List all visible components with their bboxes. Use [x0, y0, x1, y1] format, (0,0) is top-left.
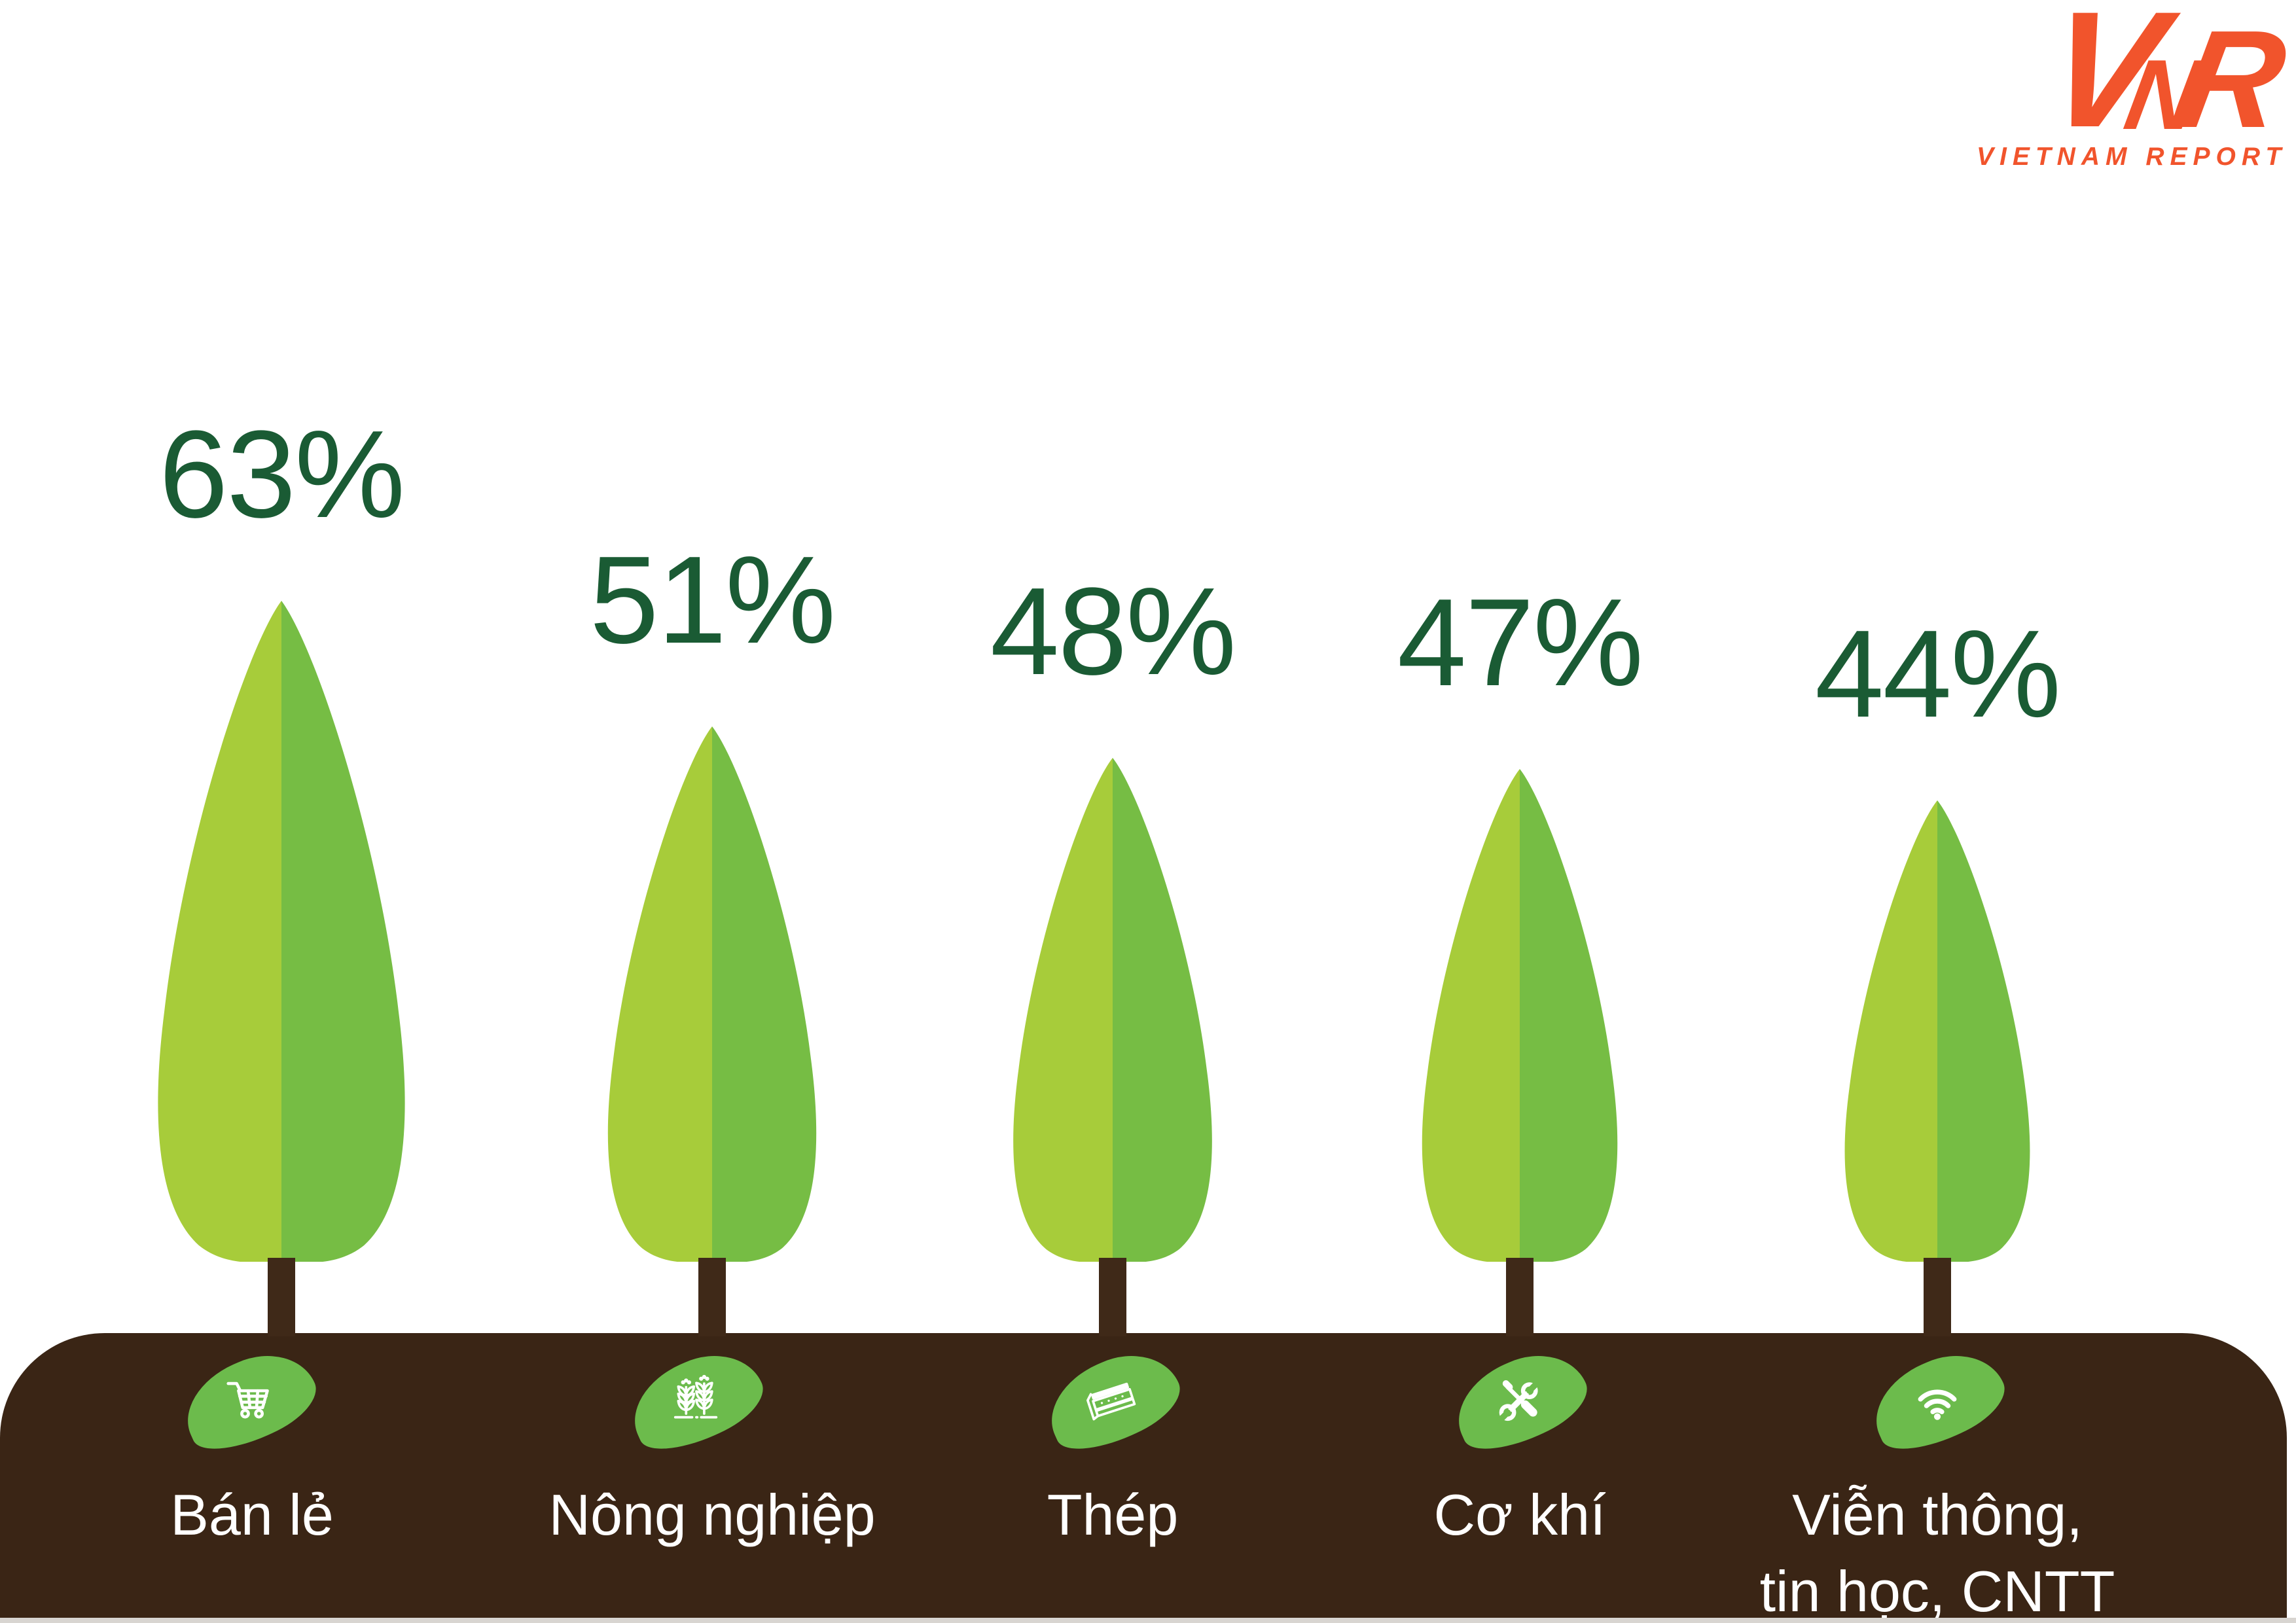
- sector-column-ban-le: 63% Bán lẻ: [52, 0, 511, 1623]
- tree-bar: [158, 601, 405, 1262]
- sector-label: Nông nghiệp: [483, 1476, 941, 1553]
- logo-letter-r: R: [2168, 1, 2296, 156]
- shopping-cart-icon: [226, 1382, 269, 1419]
- tree-trunk: [268, 1258, 295, 1336]
- sector-label: Cơ khí: [1291, 1476, 1749, 1553]
- percent-label: 63%: [158, 405, 405, 544]
- wheat-icon: [673, 1374, 718, 1419]
- tree-bar: [1844, 800, 2030, 1262]
- sector-label-line1: Viễn thông,: [1792, 1482, 2083, 1547]
- sector-label-line2: tin học, CNTT: [1759, 1559, 2115, 1623]
- bottom-edge-line: [0, 1618, 2296, 1623]
- sector-column-thep: 48% Thép: [884, 0, 1342, 1623]
- tree-trunk: [1506, 1258, 1534, 1336]
- sector-label-line1: Nông nghiệp: [548, 1482, 876, 1547]
- sector-column-nong-nghiep: 51% Nông nghiệp: [483, 0, 941, 1623]
- tree-trunk: [1099, 1258, 1126, 1336]
- vietnam-report-logo: V N R VIETNAM REPORT: [1977, 0, 2296, 171]
- sector-label: Viễn thông, tin học, CNTT: [1708, 1476, 2166, 1623]
- tree-bar: [1013, 758, 1212, 1262]
- tree-bar: [607, 726, 817, 1262]
- percent-label: 44%: [1814, 605, 2061, 743]
- tree-trunk: [698, 1258, 726, 1336]
- sector-label: Thép: [884, 1476, 1342, 1553]
- sector-label: Bán lẻ: [23, 1476, 481, 1553]
- tree-bar: [1422, 769, 1618, 1262]
- steel-beam-icon: [1086, 1382, 1136, 1421]
- sector-column-vien-thong: 44% Viễn thông, tin học, CNTT: [1708, 0, 2166, 1623]
- percent-label: 47%: [1397, 573, 1643, 712]
- percent-label: 48%: [990, 562, 1236, 701]
- percent-label: 51%: [589, 531, 836, 669]
- wrench-screwdriver-icon: [1496, 1379, 1541, 1424]
- sector-column-co-khi: 47% Cơ khí: [1291, 0, 1749, 1623]
- sector-label-line1: Bán lẻ: [170, 1482, 334, 1547]
- tree-trunk: [1924, 1258, 1951, 1336]
- wifi-icon: [1918, 1389, 1957, 1420]
- sector-label-line1: Cơ khí: [1433, 1482, 1606, 1547]
- logo-caption: VIETNAM REPORT: [1977, 142, 2287, 171]
- sector-label-line1: Thép: [1047, 1482, 1179, 1547]
